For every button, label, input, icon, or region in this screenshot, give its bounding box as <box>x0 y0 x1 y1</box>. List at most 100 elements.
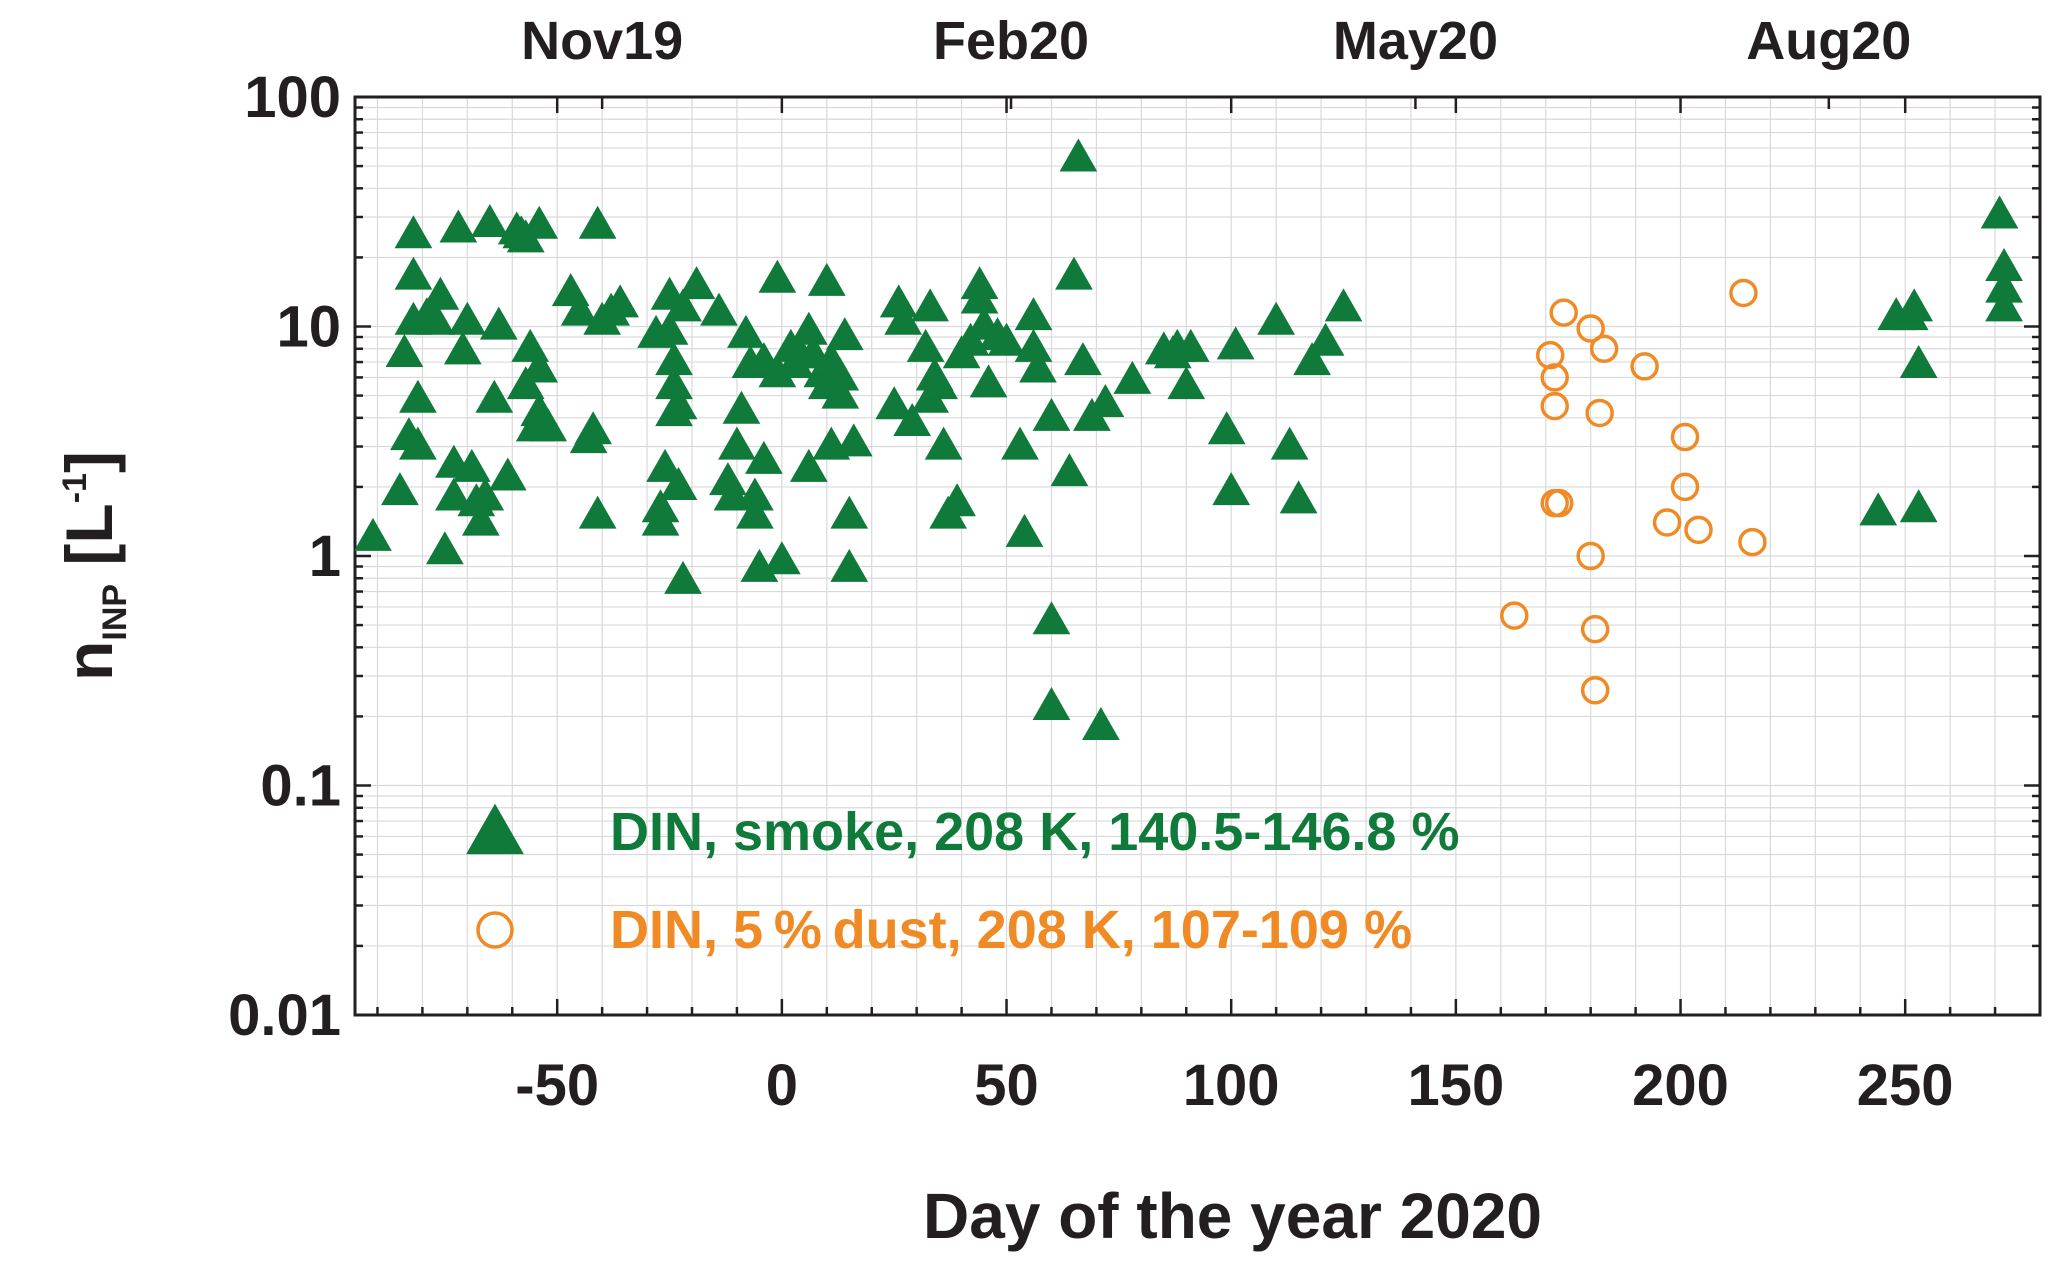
data-point-triangle <box>1212 472 1251 506</box>
data-point-triangle <box>821 357 860 391</box>
data-marks <box>354 138 2023 741</box>
data-point-circle <box>1549 298 1578 327</box>
y-axis-title-main: n <box>52 641 126 681</box>
data-point-triangle <box>736 495 774 529</box>
data-point-circle <box>1585 398 1614 428</box>
data-point-triangle <box>664 560 702 594</box>
data-point-triangle <box>1171 328 1210 362</box>
y-tick-label: 0.01 <box>228 983 341 1048</box>
svg-text:nINP [L-1]: nINP [L-1] <box>52 451 134 681</box>
data-point-triangle <box>399 426 437 460</box>
data-point-circle <box>1738 527 1767 557</box>
data-point-circle <box>1576 314 1605 343</box>
data-point-triangle <box>417 301 455 335</box>
data-point-triangle <box>394 256 433 290</box>
top-month-label: May20 <box>1333 11 1498 71</box>
data-point-circle <box>1670 472 1700 502</box>
data-point-triangle <box>434 477 473 511</box>
y-axis-title-subscript: INP <box>96 584 134 641</box>
top-month-label: Aug20 <box>1746 11 1911 71</box>
data-point-triangle <box>466 477 505 511</box>
axis-tick-labels: -50 0 50 100 150 200 250 0.01 0.1 1 10 100 Nov19 Feb2… <box>228 11 1953 1118</box>
data-point-triangle <box>574 411 613 445</box>
data-point-triangle <box>911 288 950 322</box>
y-axis-title: nINP [L-1] <box>52 451 134 681</box>
data-point-triangle <box>659 467 698 501</box>
data-point-triangle <box>641 502 680 536</box>
data-point-triangle <box>789 311 828 345</box>
data-point-triangle <box>520 349 559 383</box>
data-point-circle <box>1652 508 1682 537</box>
data-point-triangle <box>677 266 716 300</box>
data-point-triangle <box>727 314 765 348</box>
data-point-triangle <box>1980 195 2019 229</box>
y-axis-title-unit-close: ] <box>52 451 126 473</box>
data-point-triangle <box>722 390 761 424</box>
data-point-triangle <box>987 322 1026 356</box>
data-point-triangle <box>479 306 518 340</box>
data-point-circle <box>1576 541 1605 571</box>
y-tick-label: 100 <box>244 65 341 130</box>
data-point-triangle <box>354 517 392 551</box>
data-point-triangle <box>700 292 738 326</box>
y-tick-label: 1 <box>309 524 341 589</box>
legend-marker-circle <box>476 911 514 949</box>
data-point-triangle <box>1985 288 2023 322</box>
data-point-triangle <box>1055 256 1093 290</box>
data-point-triangle <box>938 483 976 517</box>
x-tick-label: 50 <box>974 1053 1039 1118</box>
data-point-triangle <box>1050 453 1089 487</box>
data-point-triangle <box>893 403 932 437</box>
data-point-circle <box>1670 422 1700 452</box>
legend: DIN, smoke, 208 K, 140.5-146.8 % DIN, 5 %… <box>466 802 1459 960</box>
data-point-triangle <box>763 541 801 575</box>
data-point-triangle <box>394 215 433 249</box>
data-point-triangle <box>875 386 914 420</box>
grid-lines <box>355 97 2040 1015</box>
data-point-triangle <box>1306 322 1345 356</box>
data-point-circle <box>1580 614 1610 644</box>
data-point-triangle <box>470 203 509 237</box>
y-tick-label: 0.1 <box>260 754 341 819</box>
y-axis-title-unit: [L <box>52 503 126 565</box>
data-point-triangle <box>1014 328 1053 362</box>
data-point-circle <box>1540 363 1569 392</box>
data-point-triangle <box>830 495 869 529</box>
data-point-triangle <box>506 366 545 400</box>
data-point-triangle <box>1167 366 1206 400</box>
data-point-triangle <box>1324 288 1363 322</box>
data-point-triangle <box>920 366 958 400</box>
data-point-triangle <box>1899 489 1938 523</box>
data-point-triangle <box>1859 492 1898 526</box>
data-point-circle <box>1540 391 1569 421</box>
data-point-triangle <box>443 331 482 365</box>
x-tick-label: 150 <box>1407 1053 1504 1118</box>
data-point-triangle <box>439 209 478 243</box>
data-point-triangle <box>601 284 639 318</box>
data-point-triangle <box>1005 513 1044 547</box>
data-point-triangle <box>745 440 783 474</box>
data-point-triangle <box>421 276 460 310</box>
data-point-triangle <box>578 495 617 529</box>
data-point-triangle <box>475 379 514 413</box>
data-point-triangle <box>529 408 568 442</box>
data-point-triangle <box>1086 383 1125 417</box>
data-point-circle <box>1684 515 1713 545</box>
x-tick-label: 250 <box>1857 1053 1954 1118</box>
data-point-circle <box>1589 334 1619 363</box>
data-point-triangle <box>821 375 860 409</box>
data-point-triangle <box>1216 326 1255 360</box>
data-point-triangle <box>659 386 698 420</box>
data-point-triangle <box>834 423 873 457</box>
y-axis-title-spacer <box>52 566 126 584</box>
series-group <box>1859 195 2023 526</box>
x-axis-title: Day of the year 2020 <box>923 1180 1542 1252</box>
data-point-triangle <box>1257 301 1295 335</box>
data-point-triangle <box>452 448 491 482</box>
legend-label: DIN, 5 % dust, 208 K, 107-109 % <box>610 900 1412 960</box>
data-point-triangle <box>448 301 487 335</box>
data-point-triangle <box>1279 480 1318 514</box>
y-axis-title-unit-sup: -1 <box>56 473 94 503</box>
data-point-circle <box>1535 340 1565 370</box>
data-point-triangle <box>924 426 963 460</box>
